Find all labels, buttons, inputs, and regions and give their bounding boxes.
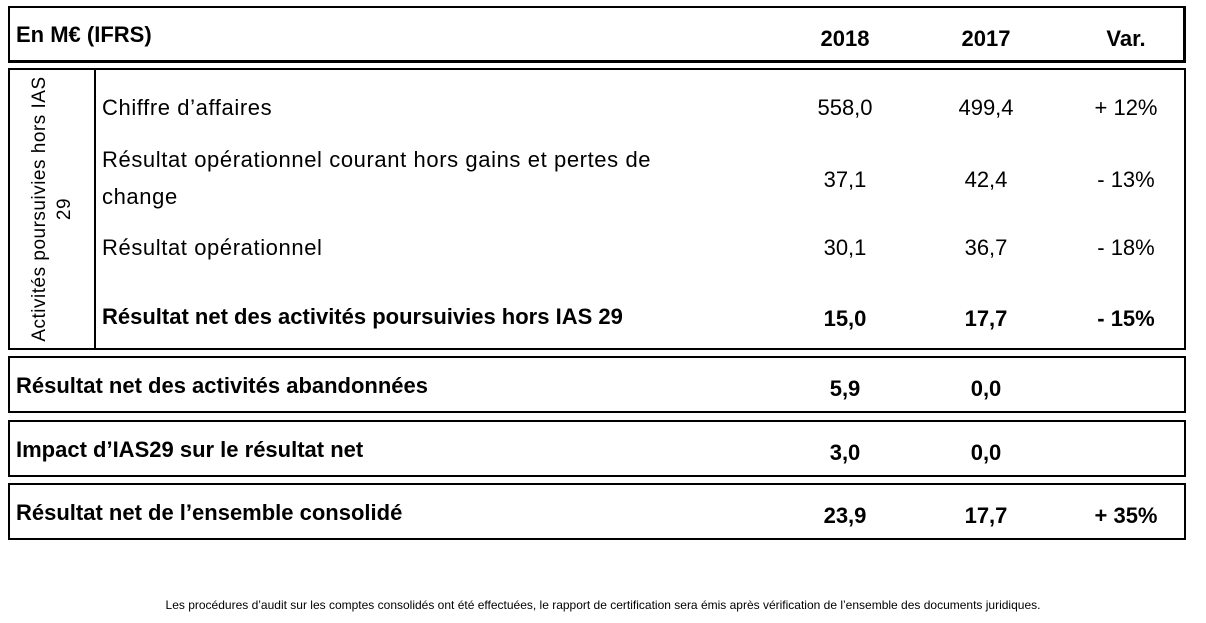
value-2018: 30,1	[823, 235, 867, 260]
table-header: En M€ (IFRS) 2018 2017 Var.	[8, 6, 1186, 63]
header-var: Var.	[1106, 26, 1146, 51]
row-label: Chiffre d’affaires	[102, 95, 273, 120]
value-2018: 15,0	[823, 306, 867, 331]
row-label: Impact d’IAS29 sur le résultat net	[16, 437, 364, 462]
header-2018: 2018	[820, 26, 870, 51]
row-label: Résultat net de l’ensemble consolidé	[16, 500, 403, 525]
row-label: Résultat opérationnel	[102, 235, 323, 260]
value-2017: 0,0	[970, 376, 1002, 401]
value-var: - 15%	[1097, 306, 1155, 331]
value-2017: 42,4	[964, 167, 1008, 192]
table-row-ias29-impact: Impact d’IAS29 sur le résultat net 3,0 0…	[8, 420, 1186, 477]
side-label: Activités poursuivies hors IAS 29	[29, 76, 75, 342]
value-2018: 5,9	[829, 376, 861, 401]
value-2018: 3,0	[829, 440, 861, 465]
side-label-cell: Activités poursuivies hors IAS 29	[10, 70, 96, 348]
value-var: - 13%	[1097, 167, 1155, 192]
value-2017: 17,7	[964, 503, 1008, 528]
value-2018: 558,0	[817, 95, 873, 120]
table-row-revenue: Chiffre d’affaires 558,0 499,4 + 12%	[96, 70, 1184, 144]
table-row-operating-income: Résultat opérationnel 30,1 36,7 - 18%	[96, 216, 1184, 280]
audit-footnote: Les procédures d’audit sur les comptes c…	[165, 598, 1041, 612]
table-row-consolidated-net-income: Résultat net de l’ensemble consolidé 23,…	[8, 483, 1186, 540]
row-label: Résultat net des activités abandonnées	[16, 373, 429, 398]
row-label: Résultat net des activités poursuivies h…	[102, 304, 623, 329]
table-row-current-operating-income: Résultat opérationnel courant hors gains…	[96, 144, 1184, 216]
value-2017: 36,7	[964, 235, 1008, 260]
value-var: + 12%	[1094, 95, 1158, 120]
value-2018: 23,9	[823, 503, 867, 528]
value-2017: 17,7	[964, 306, 1008, 331]
value-2017: 0,0	[970, 440, 1002, 465]
table-row-net-income-continuing: Résultat net des activités poursuivies h…	[96, 280, 1184, 350]
value-var: - 18%	[1097, 235, 1155, 260]
row-label-line2: change	[102, 184, 178, 209]
continuing-activities-section: Activités poursuivies hors IAS 29 Chiffr…	[8, 68, 1186, 350]
header-2017: 2017	[961, 26, 1011, 51]
value-2018: 37,1	[823, 167, 867, 192]
row-label-line1: Résultat opérationnel courant hors gains…	[102, 147, 652, 172]
value-2017: 499,4	[958, 95, 1014, 120]
value-var: + 35%	[1094, 503, 1158, 528]
table-row-discontinued: Résultat net des activités abandonnées 5…	[8, 356, 1186, 413]
header-unit-label: En M€ (IFRS)	[16, 22, 152, 47]
